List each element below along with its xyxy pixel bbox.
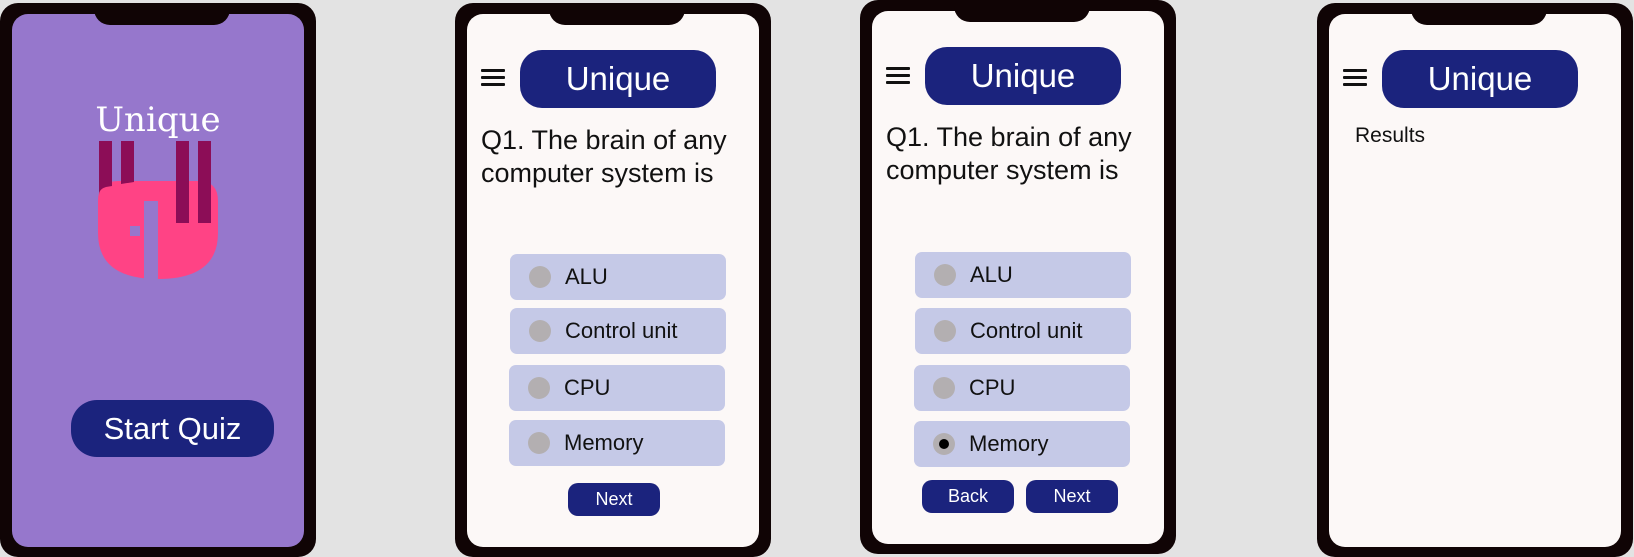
unique-logo-icon (96, 141, 220, 281)
question-screen: Unique Q1. The brain of any computer sys… (467, 14, 759, 547)
radio-icon[interactable] (529, 266, 551, 288)
radio-icon[interactable] (528, 432, 550, 454)
brand-header: Unique (1382, 50, 1578, 108)
option-label: Memory (564, 430, 644, 455)
option-alu[interactable]: ALU (510, 254, 726, 300)
results-label: Results (1355, 124, 1426, 147)
option-label: Memory (969, 431, 1049, 456)
phone-notch (954, 0, 1090, 22)
radio-selected-icon[interactable] (933, 433, 955, 455)
radio-icon[interactable] (933, 377, 955, 399)
option-alu[interactable]: ALU (915, 252, 1131, 298)
option-cpu[interactable]: CPU (914, 365, 1130, 411)
phone-question: Unique Q1. The brain of any computer sys… (455, 3, 771, 557)
phone-question-answered: Unique Q1. The brain of any computer sys… (860, 0, 1176, 554)
next-button[interactable]: Next (568, 483, 660, 516)
splash-title: Unique (95, 100, 221, 140)
option-label: Control unit (970, 318, 1083, 343)
question-text: Q1. The brain of any computer system is (481, 125, 727, 188)
radio-icon[interactable] (934, 320, 956, 342)
start-quiz-button[interactable]: Start Quiz (71, 400, 274, 457)
brand-header: Unique (520, 50, 716, 108)
option-label: ALU (970, 262, 1013, 287)
option-cpu[interactable]: CPU (509, 365, 725, 411)
option-control-unit[interactable]: Control unit (915, 308, 1131, 354)
radio-icon[interactable] (934, 264, 956, 286)
results-screen: Unique Results (1329, 14, 1621, 547)
radio-icon[interactable] (528, 377, 550, 399)
phone-results: Unique Results (1317, 3, 1633, 557)
option-label: CPU (969, 375, 1016, 400)
question-text: Q1. The brain of any computer system is (886, 122, 1132, 185)
phone-notch (94, 3, 230, 25)
splash-screen: Unique Start Quiz (12, 14, 304, 547)
back-button[interactable]: Back (922, 480, 1014, 513)
radio-icon[interactable] (529, 320, 551, 342)
option-control-unit[interactable]: Control unit (510, 308, 726, 354)
option-memory[interactable]: Memory (509, 420, 725, 466)
hamburger-menu-icon[interactable] (481, 69, 505, 87)
phone-splash: Unique Start Quiz (0, 3, 316, 557)
hamburger-menu-icon[interactable] (886, 67, 910, 85)
option-label: Control unit (565, 318, 678, 343)
phone-notch (1411, 3, 1547, 25)
option-label: ALU (565, 264, 608, 289)
brand-header: Unique (925, 47, 1121, 105)
phone-notch (549, 3, 685, 25)
option-label: CPU (564, 375, 611, 400)
hamburger-menu-icon[interactable] (1343, 69, 1367, 87)
option-memory-selected[interactable]: Memory (914, 421, 1130, 467)
next-button[interactable]: Next (1026, 480, 1118, 513)
question-answered-screen: Unique Q1. The brain of any computer sys… (872, 11, 1164, 544)
